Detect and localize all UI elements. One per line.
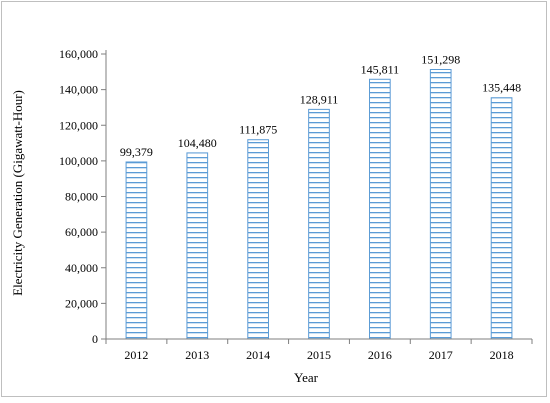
x-tick-label-2013: 2013 bbox=[185, 348, 209, 362]
y-tick-label-80000: 80,000 bbox=[65, 190, 98, 204]
y-tick-label-0: 0 bbox=[92, 332, 98, 346]
data-label-2013: 104,480 bbox=[178, 136, 217, 150]
x-tick-label-2017: 2017 bbox=[429, 348, 453, 362]
bar-2017 bbox=[429, 69, 452, 340]
data-label-2017: 151,298 bbox=[421, 53, 460, 67]
x-tick-label-2012: 2012 bbox=[124, 348, 148, 362]
data-label-2015: 128,911 bbox=[300, 92, 339, 106]
y-tick-label-100000: 100,000 bbox=[59, 154, 98, 168]
data-label-2018: 135,448 bbox=[482, 81, 521, 95]
bar-2013 bbox=[186, 152, 209, 340]
x-tick-label-2015: 2015 bbox=[307, 348, 331, 362]
y-tick-label-160000: 160,000 bbox=[59, 47, 98, 61]
bar-2018 bbox=[490, 97, 513, 340]
bar-chart: 99,379 2012 104,480 2013 111,875 2014 128,911 2… bbox=[10, 47, 533, 385]
bar-2012 bbox=[125, 161, 148, 340]
y-tick-label-140000: 140,000 bbox=[59, 83, 98, 97]
bar-2014 bbox=[247, 139, 269, 340]
data-label-2014: 111,875 bbox=[239, 123, 277, 137]
bars-layer bbox=[125, 69, 513, 340]
data-label-2016: 145,811 bbox=[361, 62, 400, 76]
chart-frame: 99,379 2012 104,480 2013 111,875 2014 128,911 2… bbox=[1, 1, 547, 397]
y-tick-label-60000: 60,000 bbox=[65, 225, 98, 239]
x-axis-title: Year bbox=[294, 370, 319, 385]
data-label-2012: 99,379 bbox=[120, 145, 153, 159]
y-tick-label-120000: 120,000 bbox=[59, 118, 98, 132]
y-axis-title: Electricity Generation (Gigawatt-Hour) bbox=[10, 90, 25, 296]
x-tick-label-2016: 2016 bbox=[368, 348, 392, 362]
x-tick-label-2014: 2014 bbox=[246, 348, 270, 362]
bar-2016 bbox=[369, 78, 391, 340]
y-tick-label-20000: 20,000 bbox=[65, 296, 98, 310]
y-tick-label-40000: 40,000 bbox=[65, 261, 98, 275]
labels-layer: 99,379 2012 104,480 2013 111,875 2014 128,911 2… bbox=[59, 47, 521, 362]
bar-2015 bbox=[308, 108, 330, 340]
x-tick-label-2018: 2018 bbox=[490, 348, 514, 362]
axes-layer bbox=[101, 50, 533, 344]
